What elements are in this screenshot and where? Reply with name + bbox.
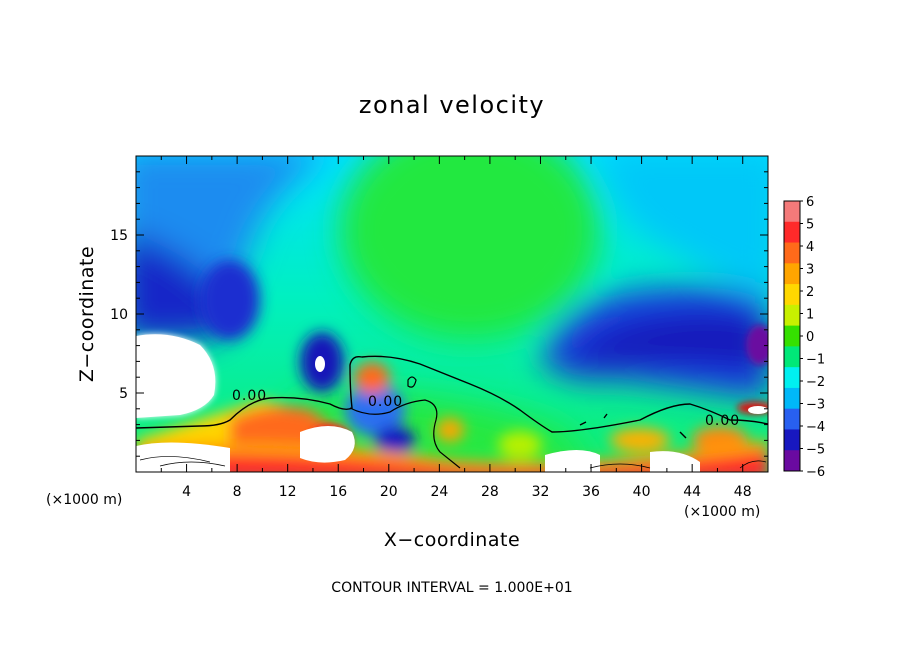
contour-label: 0.00 bbox=[232, 388, 267, 404]
x-tick-label: 48 bbox=[734, 484, 752, 500]
x-tick-label: 28 bbox=[481, 484, 499, 500]
colorbar-swatch bbox=[784, 201, 800, 223]
colorbar-swatch bbox=[784, 367, 800, 389]
colorbar-swatch bbox=[784, 304, 800, 327]
contour-label: 0.00 bbox=[368, 394, 403, 410]
contour-field: 0.00 0.00 0.00 bbox=[136, 156, 768, 472]
x-tick-label: 20 bbox=[380, 484, 398, 500]
x-tick-label: 4 bbox=[182, 484, 191, 500]
colorbar-tick-label: 4 bbox=[806, 240, 814, 255]
colorbar-tick-label: 5 bbox=[806, 218, 814, 233]
x-tick-label: 24 bbox=[430, 484, 448, 500]
y-tick-label: 15 bbox=[110, 228, 128, 244]
x-tick-label: 40 bbox=[633, 484, 651, 500]
colorbar-tick-label: 1 bbox=[806, 308, 814, 323]
y-tick-label: 10 bbox=[110, 307, 128, 323]
colorbar-swatch bbox=[784, 429, 800, 451]
colorbar-swatch bbox=[784, 450, 800, 472]
chart-title: zonal velocity bbox=[359, 91, 545, 119]
colorbar-swatch bbox=[784, 325, 800, 347]
x-unit-left: (×1000 m) bbox=[46, 492, 122, 508]
x-tick-label: 32 bbox=[532, 484, 550, 500]
y-axis-title: Z−coordinate bbox=[76, 246, 98, 382]
colorbar-tick-label: 3 bbox=[806, 263, 814, 278]
x-axis-title: X−coordinate bbox=[384, 529, 520, 551]
colorbar-tick-label: 6 bbox=[806, 195, 814, 210]
x-tick-label: 36 bbox=[582, 484, 600, 500]
y-tick-label: 5 bbox=[119, 386, 128, 402]
x-tick-label: 8 bbox=[233, 484, 242, 500]
colorbar-tick-label: −4 bbox=[806, 420, 825, 435]
colorbar-swatch bbox=[784, 242, 800, 264]
x-unit-right: (×1000 m) bbox=[684, 504, 760, 520]
colorbar-swatch bbox=[784, 408, 800, 430]
colorbar: 6 5 4 3 2 1 0 −1 −2 −3 −4 −5 −6 bbox=[783, 195, 825, 480]
colorbar-tick-label: −3 bbox=[806, 398, 825, 413]
colorbar-tick-label: 2 bbox=[806, 285, 814, 300]
colorbar-swatch bbox=[784, 221, 800, 244]
colorbar-tick-label: 0 bbox=[806, 330, 814, 345]
colorbar-tick-label: −6 bbox=[806, 465, 825, 480]
colorbar-swatch bbox=[784, 263, 800, 285]
colorbar-tick-label: −2 bbox=[806, 375, 825, 390]
x-tick-label: 16 bbox=[329, 484, 347, 500]
x-tick-label: 44 bbox=[683, 484, 701, 500]
colorbar-swatch bbox=[784, 387, 800, 410]
colorbar-tick-label: −5 bbox=[806, 443, 825, 458]
y-axis: 5 10 15 bbox=[110, 171, 768, 457]
colorbar-tick-label: −1 bbox=[806, 353, 825, 368]
contour-interval-note: CONTOUR INTERVAL = 1.000E+01 bbox=[331, 580, 572, 596]
colorbar-swatch bbox=[784, 346, 800, 368]
x-axis: 4 8 12 16 20 24 28 32 36 40 44 48 bbox=[160, 156, 752, 500]
x-tick-label: 12 bbox=[279, 484, 297, 500]
colorbar-swatch bbox=[784, 284, 800, 306]
contour-label: 0.00 bbox=[705, 413, 740, 429]
